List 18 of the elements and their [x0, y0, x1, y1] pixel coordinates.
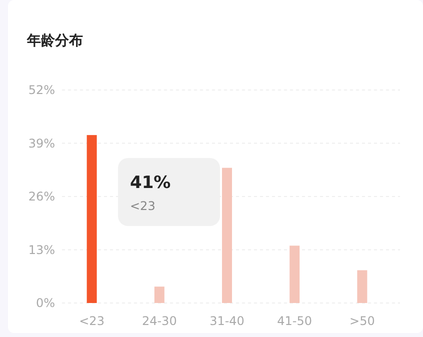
x-tick-label: 41-50	[277, 314, 312, 328]
y-tick-label: 26%	[28, 190, 55, 204]
y-tick-label: 13%	[28, 242, 55, 257]
bar	[357, 270, 368, 303]
x-tick-label: 24-30	[142, 314, 177, 328]
title: 年龄分布	[27, 33, 83, 49]
bar	[222, 168, 232, 303]
y-tick-label: 52%	[28, 83, 55, 97]
annotation: 41%	[130, 173, 171, 193]
x-tick-label: >50	[350, 314, 375, 328]
y-tick-label: 39%	[28, 136, 55, 150]
x-tick-label: 31-40	[210, 314, 244, 328]
bar	[86, 135, 97, 303]
bar	[290, 246, 300, 303]
annotation: <23	[130, 199, 156, 213]
x-tick-label: <23	[79, 314, 104, 328]
bar	[154, 286, 164, 303]
y-tick-label: 0%	[36, 296, 55, 310]
